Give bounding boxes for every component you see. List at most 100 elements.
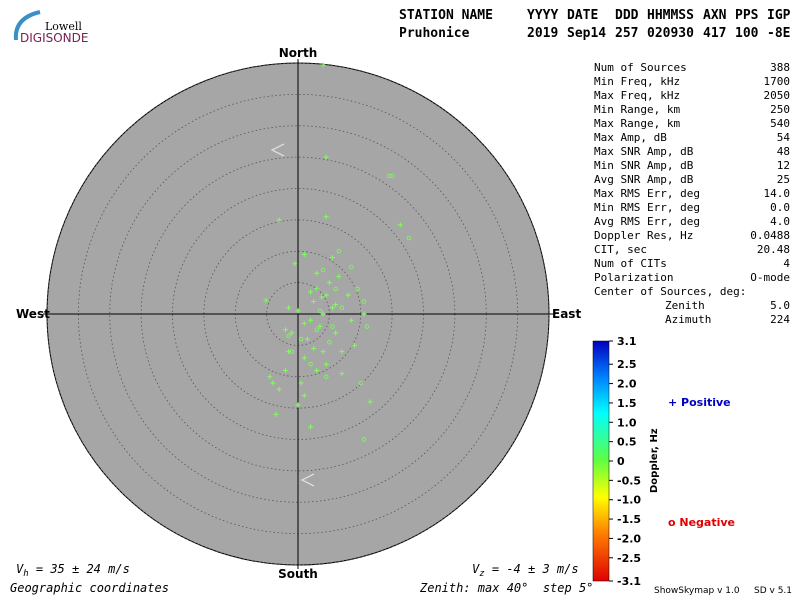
direction-chevron [270,143,285,157]
source-positive [304,336,310,342]
stat-value: 0.0488 [750,229,790,242]
source-positive [333,330,339,336]
stat-label: Avg SNR Amp, dB [594,173,694,186]
stat-value: 14.0 [764,187,791,200]
source-positive [319,294,325,300]
stat-value: 250 [770,103,790,116]
stat-value: 12 [777,159,790,172]
source-negative [361,437,367,442]
source-positive [367,399,373,405]
center-value: 5.0 [770,299,790,312]
source-negative [298,336,304,342]
center-label: Zenith [665,299,705,312]
source-negative [314,327,320,332]
header-label: IGP [767,8,791,23]
header-value: -8E [767,26,790,41]
header-value: Pruhonice [399,26,470,41]
source-positive [308,289,314,295]
source-positive [273,411,279,417]
source-negative [355,286,360,292]
source-positive [301,320,307,326]
source-positive [326,280,332,286]
header-label: YYYY [527,8,558,23]
source-negative [336,249,341,254]
colorbar [592,340,610,582]
header-value: 2019 [527,26,558,41]
stat-value: 48 [777,145,790,158]
stat-value: 388 [770,61,790,74]
vz-symbol: V [472,562,480,576]
source-positive [314,367,320,373]
source-negative [358,380,363,386]
source-positive [314,286,320,292]
colorbar-tick-label: 2.5 [617,358,637,371]
source-positive [282,327,288,333]
source-negative [320,267,326,273]
source-positive [339,371,345,377]
colorbar-tick-label: 2.0 [617,378,637,391]
source-positive [308,424,314,430]
source-positive [323,292,329,298]
header-value: 100 [735,26,759,41]
source-negative [389,173,395,179]
north-label: North [279,46,317,60]
stat-label: Num of Sources [594,61,687,74]
source-positive [298,380,304,386]
source-positive [317,324,323,330]
colorbar-tick-label: -1.5 [617,513,641,526]
colorbar-tick-label: -2.5 [617,552,641,565]
logo-bottom: DIGISONDE [20,31,88,45]
source-negative [349,264,354,270]
source-positive [295,402,301,408]
source-positive [301,355,307,361]
source-positive [320,62,326,68]
source-positive [339,349,345,355]
source-positive [311,346,317,352]
header-value: 257 [615,26,638,41]
colorbar-label: Doppler, Hz [649,428,660,493]
source-positive [295,308,301,314]
source-positive [336,273,342,279]
source-positive [351,342,357,348]
stat-label: Max Amp, dB [594,131,667,144]
colorbar-tick-label: -0.5 [617,474,641,487]
source-positive [263,297,269,303]
vh-symbol: V [16,562,24,576]
source-positive [323,154,329,160]
legend-entry: o Negative [668,516,735,529]
colorbar-tick-label: 0 [617,455,625,468]
stat-label: Max RMS Err, deg [594,187,700,200]
stat-value: 20.48 [757,243,790,256]
logo-swoosh [13,10,41,41]
source-negative [333,286,338,292]
stat-label: Doppler Res, Hz [594,229,693,242]
source-positive [276,386,282,392]
source-positive [345,292,351,298]
source-positive [276,217,282,223]
coordinates: Geographic coordinates [10,581,169,595]
vh-text: = 35 ± 24 m/s [29,562,130,576]
source-positive [267,374,273,380]
header-label: DATE [567,8,598,23]
source-positive [311,298,317,304]
colorbar-tick-label: 3.1 [617,335,637,348]
header-label: AXN [703,8,727,23]
stat-label: Min RMS Err, deg [594,201,700,214]
legend-symbol: + [668,396,681,409]
source-positive [320,311,326,317]
stat-value: 1700 [764,75,791,88]
version: SD v 5.1 [754,586,792,596]
stat-value: 25 [777,173,790,186]
source-negative [339,305,345,310]
colorbar-tick-label: -1.0 [617,494,641,507]
legend-name: Negative [679,516,735,529]
source-positive [323,361,329,367]
source-positive [289,330,295,336]
header-label: PPS [735,8,759,23]
stat-label: Avg RMS Err, deg [594,215,700,228]
program: ShowSkymap v 1.0 [654,586,740,596]
source-positive [282,367,288,373]
stat-value: 2050 [764,89,791,102]
center-label: Azimuth [665,313,711,326]
east-label: East [552,307,581,321]
